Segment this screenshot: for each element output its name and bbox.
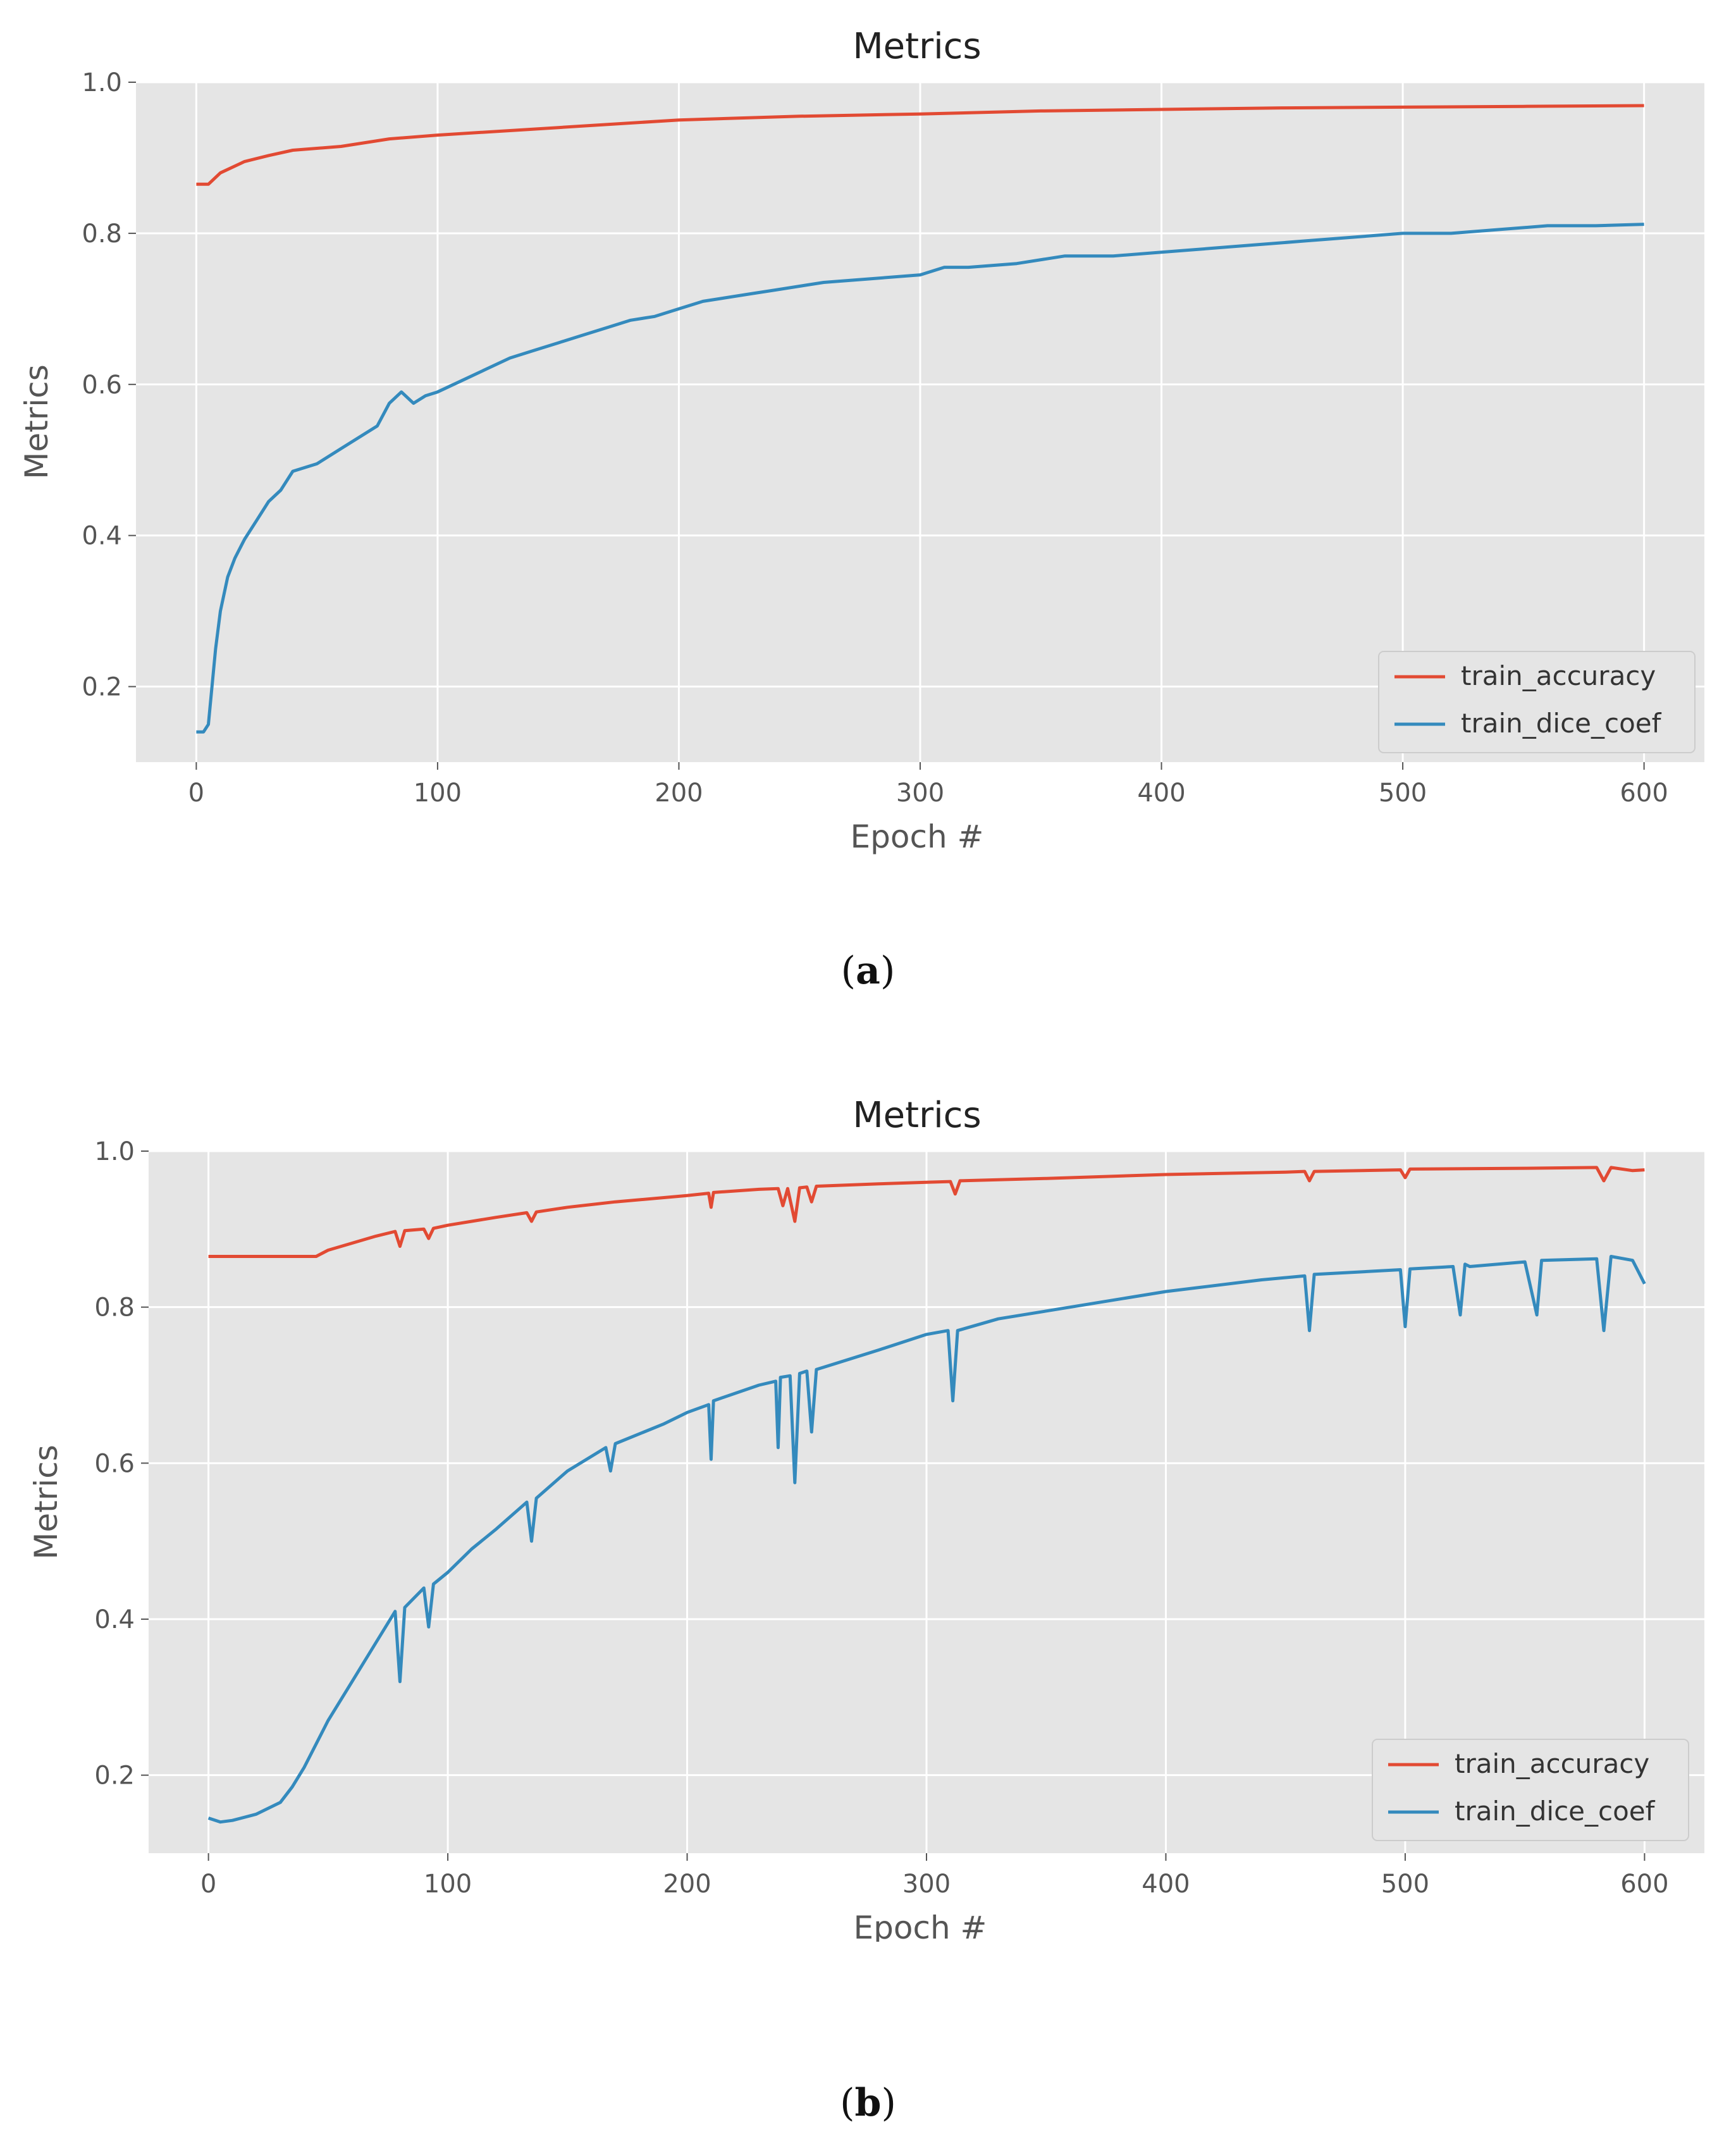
x-tick-label: 300 (902, 1870, 951, 1899)
x-axis-label: Epoch # (851, 818, 984, 855)
series-line-train-dice-coef (196, 223, 1644, 734)
y-tick-label: 1.0 (94, 1137, 135, 1166)
y-tick-label: 0.8 (94, 1293, 135, 1323)
x-tick-label: 100 (414, 779, 462, 808)
x-tick-label: 500 (1381, 1870, 1429, 1899)
y-tick-label: 0.6 (82, 371, 122, 400)
legend-box (1378, 651, 1696, 753)
series-line-train-accuracy (208, 1166, 1645, 1258)
y-tick-label: 0.4 (94, 1605, 135, 1634)
x-axis-label: Epoch # (854, 1909, 987, 1942)
y-tick-label: 1.0 (82, 68, 122, 97)
y-tick-label: 0.4 (82, 522, 122, 551)
y-tick-label: 0.8 (82, 219, 122, 249)
series-line-train-dice-coef (207, 1255, 1646, 1824)
x-tick-label: 600 (1620, 779, 1668, 808)
y-axis-label: Metrics (28, 1445, 65, 1560)
y-tick-label: 0.2 (94, 1761, 135, 1791)
x-tick-label: 400 (1137, 779, 1185, 808)
x-tick-label: 0 (188, 779, 204, 808)
x-tick-label: 200 (663, 1870, 711, 1899)
legend-box (1372, 1739, 1689, 1841)
chart-a-svg: 0.2 0.4 0.6 0.8 1.0 0 100 200 300 400 500 600 Metr… (18, 26, 1704, 855)
series-line-train-accuracy (196, 104, 1644, 186)
legend: train_accuracy train_dice_coef (1372, 1739, 1689, 1841)
chart-title: Metrics (853, 1095, 981, 1136)
x-tick-label: 600 (1620, 1870, 1668, 1899)
chart-title: Metrics (853, 26, 981, 67)
x-tick-label: 500 (1379, 779, 1427, 808)
x-tick-label: 0 (200, 1870, 216, 1899)
chart-panel-b: 0.2 0.4 0.6 0.8 1.0 0 100 200 300 400 500 600 Metr… (0, 1069, 1736, 1942)
x-tick-label: 100 (424, 1870, 472, 1899)
chart-panel-a: 0.2 0.4 0.6 0.8 1.0 0 100 200 300 400 500 600 Metr… (0, 0, 1736, 873)
legend-label-train-dice-coef: train_dice_coef (1461, 708, 1662, 739)
x-tick-label: 300 (896, 779, 944, 808)
caption-a: (a) (840, 949, 896, 993)
chart-b-svg: 0.2 0.4 0.6 0.8 1.0 0 100 200 300 400 500 600 Metr… (28, 1095, 1704, 1942)
y-tick-label: 0.6 (94, 1449, 135, 1478)
x-tick-label: 200 (655, 779, 703, 808)
caption-b: (b) (840, 2081, 896, 2125)
legend-label-train-accuracy: train_accuracy (1455, 1748, 1649, 1779)
legend-label-train-dice-coef: train_dice_coef (1455, 1796, 1656, 1827)
y-tick-label: 0.2 (82, 673, 122, 702)
x-tick-label: 400 (1142, 1870, 1190, 1899)
legend-label-train-accuracy: train_accuracy (1461, 660, 1656, 691)
legend: train_accuracy train_dice_coef (1378, 651, 1696, 753)
y-axis-label: Metrics (18, 364, 55, 479)
